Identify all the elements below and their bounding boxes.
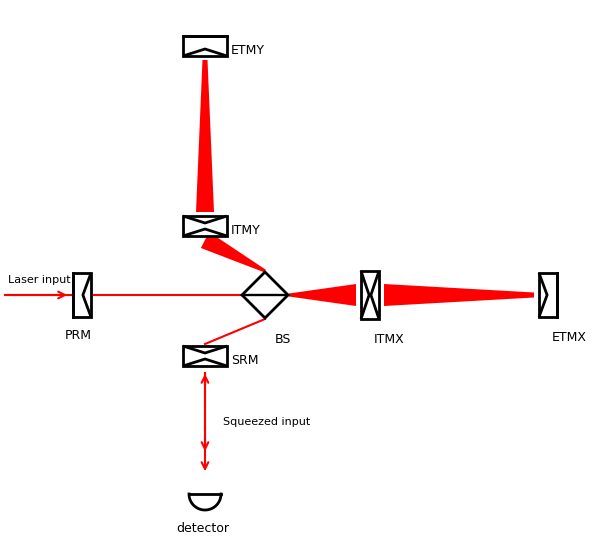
Polygon shape (201, 232, 266, 272)
Text: ITMY: ITMY (231, 224, 261, 236)
Bar (183, 216, 227, 236)
Polygon shape (242, 272, 288, 318)
Bar (361, 271, 379, 319)
Text: SRM: SRM (231, 354, 259, 366)
Text: BS: BS (275, 333, 292, 346)
Polygon shape (196, 60, 214, 212)
Text: Laser input: Laser input (8, 275, 71, 285)
Bar (73, 273, 91, 317)
Polygon shape (289, 284, 356, 306)
Text: detector: detector (176, 522, 229, 535)
Text: ITMX: ITMX (374, 333, 405, 346)
Bar (539, 273, 557, 317)
Text: ETMX: ETMX (552, 331, 587, 344)
Bar (183, 36, 227, 56)
Polygon shape (384, 284, 534, 306)
Text: PRM: PRM (65, 329, 91, 342)
Text: ETMY: ETMY (231, 43, 265, 57)
Bar (183, 346, 227, 366)
Text: Squeezed input: Squeezed input (223, 417, 310, 427)
